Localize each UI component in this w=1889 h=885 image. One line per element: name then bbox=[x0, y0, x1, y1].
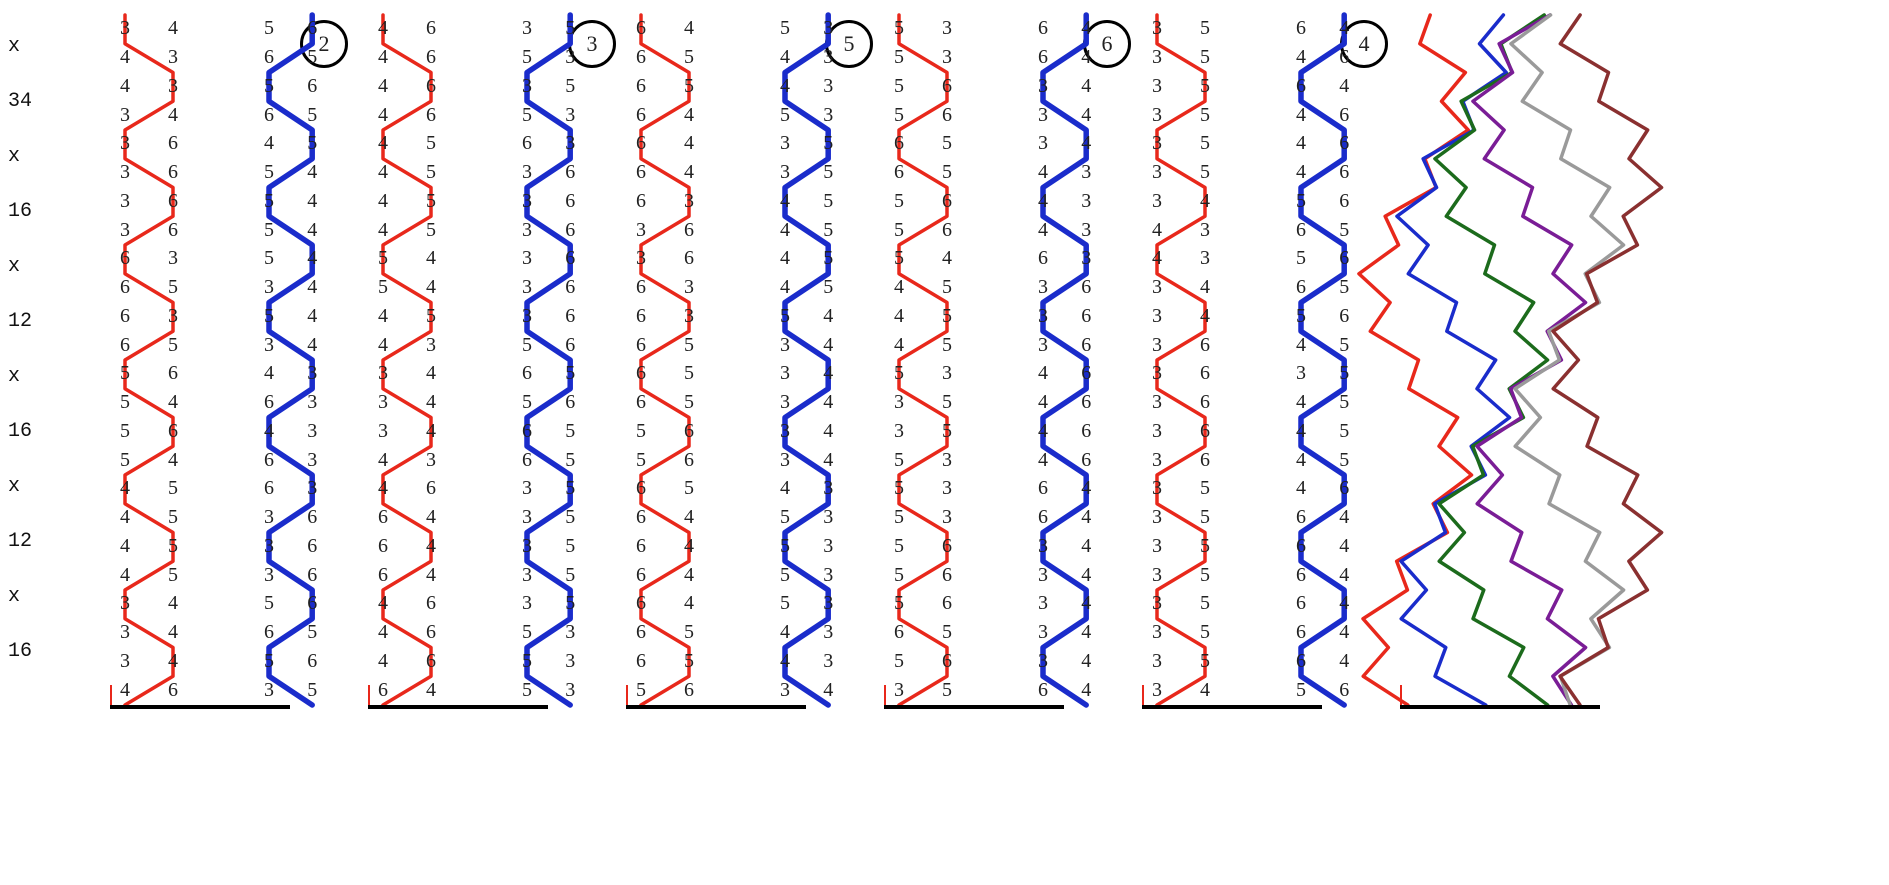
axis-line-1 bbox=[368, 705, 548, 709]
six-strand-braid-svg bbox=[0, 0, 1889, 885]
axis-tick-3 bbox=[884, 685, 886, 705]
braid6-strand-brown bbox=[1553, 15, 1662, 705]
axis-line-0 bbox=[110, 705, 290, 709]
axis-tick-5 bbox=[1400, 685, 1402, 705]
axis-tick-4 bbox=[1142, 685, 1144, 705]
braid6-strand-gray bbox=[1511, 15, 1624, 705]
axis-line-4 bbox=[1142, 705, 1322, 709]
axis-line-3 bbox=[884, 705, 1064, 709]
braid6-strand-purple bbox=[1473, 15, 1586, 705]
axis-tick-1 bbox=[368, 685, 370, 705]
axis-line-5 bbox=[1400, 705, 1600, 709]
braid-diagram-root: x 34 x 16 x 12 x 16 x 12 x 16 23564 345643654356346… bbox=[0, 0, 1889, 885]
axis-tick-0 bbox=[110, 685, 112, 705]
axis-tick-2 bbox=[626, 685, 628, 705]
axis-line-2 bbox=[626, 705, 806, 709]
